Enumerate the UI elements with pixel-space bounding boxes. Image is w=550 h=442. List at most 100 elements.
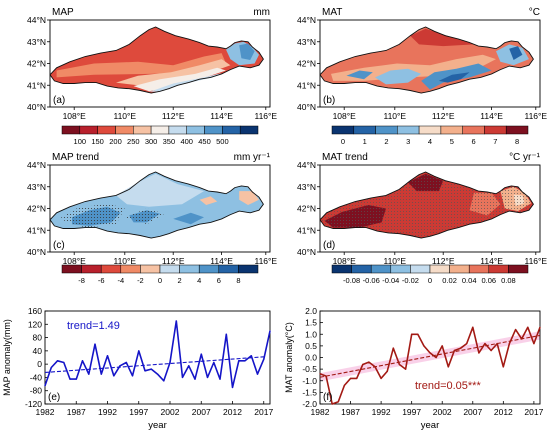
lon-tick-label: 108°E	[63, 111, 87, 121]
data-point	[125, 361, 127, 364]
panel-title: MAP	[52, 7, 74, 18]
data-point	[219, 378, 221, 380]
lat-tick-label: 44°N	[27, 15, 46, 25]
colorbar-label: 0.08	[501, 276, 516, 285]
colorbar-swatch	[331, 125, 355, 135]
data-point	[238, 360, 240, 362]
lat-tick-label: 41°N	[27, 225, 46, 235]
data-point	[374, 366, 376, 368]
colorbar-label: 6	[472, 137, 476, 146]
data-point	[263, 358, 265, 360]
colorbar-swatch	[418, 125, 442, 135]
panel-letter: (b)	[323, 95, 335, 106]
trend-annotation: trend=0.05***	[415, 380, 481, 392]
colorbar-swatch	[449, 264, 470, 274]
lon-tick-label: 110°E	[383, 256, 406, 266]
x-tick-label: 1982	[36, 407, 55, 417]
colorbar-swatch	[440, 125, 463, 135]
colorbar-label: 200	[109, 137, 122, 146]
lat-tick-label: 43°N	[27, 182, 46, 192]
y-tick-label: -1.0	[302, 376, 317, 386]
data-point	[405, 368, 407, 370]
data-point	[539, 326, 541, 328]
data-point	[466, 343, 468, 345]
x-tick-label: 2007	[463, 407, 482, 417]
y-tick-label: 0.0	[305, 353, 317, 363]
data-point	[156, 373, 159, 375]
data-point	[447, 366, 449, 368]
y-tick-label: -2.0	[302, 399, 317, 409]
data-point	[527, 326, 529, 328]
colorbar-swatch	[375, 125, 398, 135]
colorbar-label: 6	[217, 276, 221, 285]
lat-tick-label: 40°N	[297, 247, 316, 257]
data-point	[490, 349, 492, 352]
data-point	[206, 376, 209, 378]
colorbar-label: -4	[117, 276, 124, 285]
y-tick-label: 1.5	[305, 318, 317, 328]
lon-tick-label: 112°E	[162, 111, 185, 121]
data-point	[423, 345, 425, 347]
data-point	[521, 338, 523, 340]
colorbar-swatch	[218, 264, 239, 274]
data-point	[44, 385, 46, 387]
colorbar-label: -6	[98, 276, 105, 285]
panel-unit: mm yr⁻¹	[234, 152, 271, 163]
lon-tick-label: 108°E	[63, 256, 87, 266]
data-point	[386, 370, 388, 372]
lon-tick-label: 114°E	[210, 111, 233, 121]
x-tick-label: 1997	[402, 407, 421, 417]
data-point	[244, 360, 246, 362]
lon-tick-label: 116°E	[254, 256, 277, 266]
data-point	[250, 355, 252, 357]
x-tick-label: 2002	[161, 407, 180, 417]
colorbar-swatch	[79, 125, 98, 135]
colorbar-swatch	[198, 264, 220, 274]
data-point	[113, 375, 115, 377]
data-point	[411, 333, 413, 335]
data-point	[368, 361, 370, 363]
colorbar-swatch	[61, 264, 82, 274]
lat-tick-label: 42°N	[297, 59, 316, 69]
lon-tick-label: 108°E	[333, 256, 357, 266]
y-tick-label: -80	[30, 386, 43, 396]
panel-letter: (e)	[48, 392, 60, 403]
lon-tick-label: 110°E	[113, 256, 136, 266]
data-point	[100, 373, 102, 375]
colorbar-label: 4	[197, 276, 201, 285]
colorbar-label: -8	[78, 276, 85, 285]
data-point	[325, 375, 327, 377]
panel-unit: mm	[253, 7, 270, 18]
colorbar-swatch	[100, 264, 122, 274]
trend-line	[44, 356, 264, 373]
panel-letter: (a)	[53, 95, 65, 106]
colorbar-label: 0.02	[442, 276, 457, 285]
lon-tick-label: 112°E	[432, 111, 455, 121]
data-point	[163, 380, 165, 382]
colorbar-label: -0.08	[343, 276, 360, 285]
x-tick-label: 2002	[433, 407, 452, 417]
data-point	[319, 373, 321, 375]
data-point	[144, 370, 146, 372]
lat-tick-label: 42°N	[27, 204, 46, 214]
y-tick-label: 40	[33, 346, 43, 356]
data-point	[175, 320, 177, 322]
colorbar-label: 8	[515, 137, 519, 146]
colorbar-label: 350	[163, 137, 176, 146]
panel-title: MAP trend	[52, 152, 99, 163]
lon-tick-label: 114°E	[480, 256, 503, 266]
colorbar-label: 250	[127, 137, 140, 146]
map-panel-a: 44°N 43°N 42°N 41°N 40°N 108°E 110°E 112°E 114°E…	[27, 7, 277, 146]
data-point	[169, 361, 171, 364]
colorbar-swatch	[397, 125, 420, 135]
colorbar-label: 7	[493, 137, 497, 146]
data-point	[478, 352, 480, 354]
colorbar-label: -2	[137, 276, 144, 285]
lon-tick-label: 112°E	[432, 256, 455, 266]
data-point	[194, 378, 196, 380]
lon-tick-label: 108°E	[333, 111, 357, 121]
colorbar-swatch	[370, 264, 392, 274]
colorbar: -0.08 -0.06 -0.04 -0.02 0 0.02 0.04 0.06 0.08	[331, 264, 529, 285]
